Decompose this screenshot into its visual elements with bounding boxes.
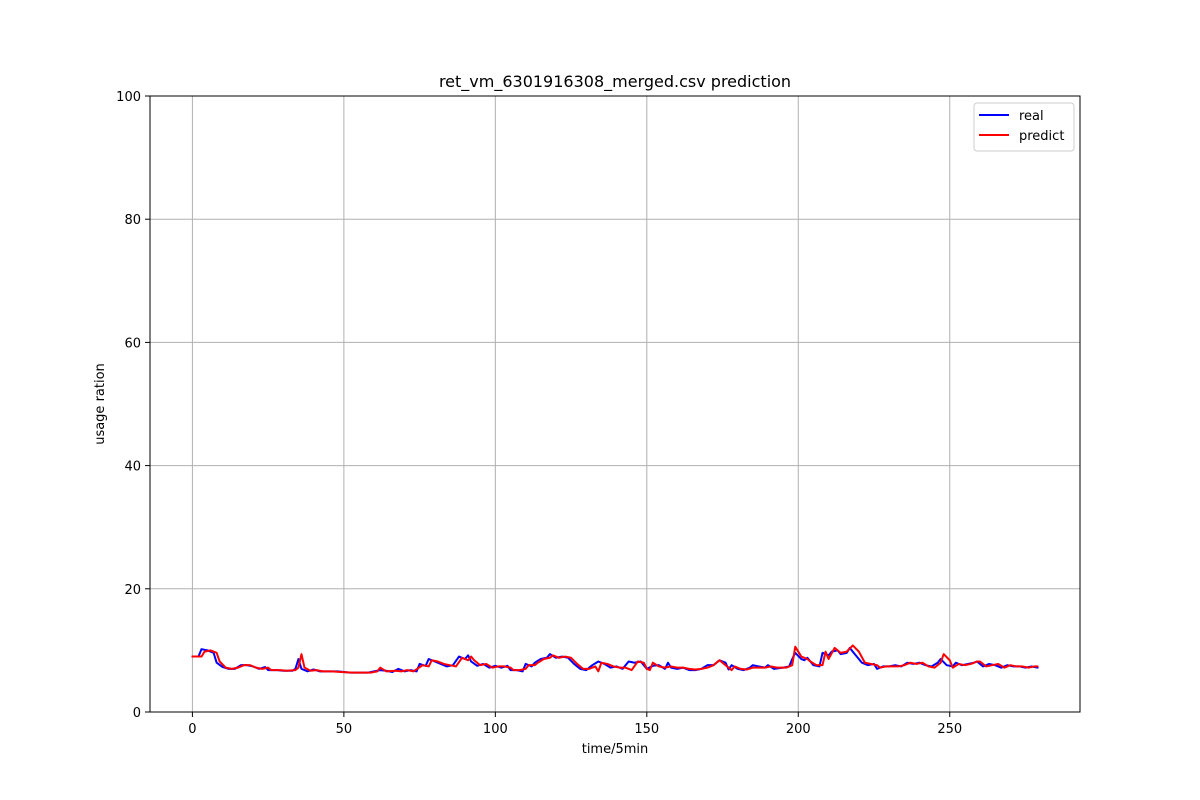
x-tick-label: 100 <box>483 722 508 737</box>
series-lines <box>191 644 1039 674</box>
y-tick-label: 20 <box>124 583 141 598</box>
y-tick-label: 80 <box>124 213 141 228</box>
x-tick-label: 150 <box>634 722 659 737</box>
chart-title: ret_vm_6301916308_merged.csv prediction <box>439 72 791 92</box>
x-tick-label: 200 <box>786 722 811 737</box>
x-axis-label: time/5min <box>582 742 649 757</box>
legend: real predict <box>973 102 1075 152</box>
x-tick-label: 50 <box>336 722 353 737</box>
y-tick-label: 60 <box>124 336 141 351</box>
y-tick-label: 0 <box>133 706 141 721</box>
plot-frame <box>149 95 1081 713</box>
axis-ticks: 0 50 100 150 200 250 0 20 40 60 80 100 <box>116 90 962 737</box>
grid <box>150 95 1080 713</box>
series-line-predict <box>191 644 1039 674</box>
legend-label-predict: predict <box>1019 129 1064 144</box>
y-tick-label: 100 <box>116 90 141 105</box>
y-tick-label: 40 <box>124 460 141 475</box>
y-axis-label: usage ration <box>93 363 108 445</box>
legend-label-real: real <box>1019 109 1044 124</box>
x-tick-label: 250 <box>937 722 962 737</box>
x-tick-label: 0 <box>188 722 196 737</box>
